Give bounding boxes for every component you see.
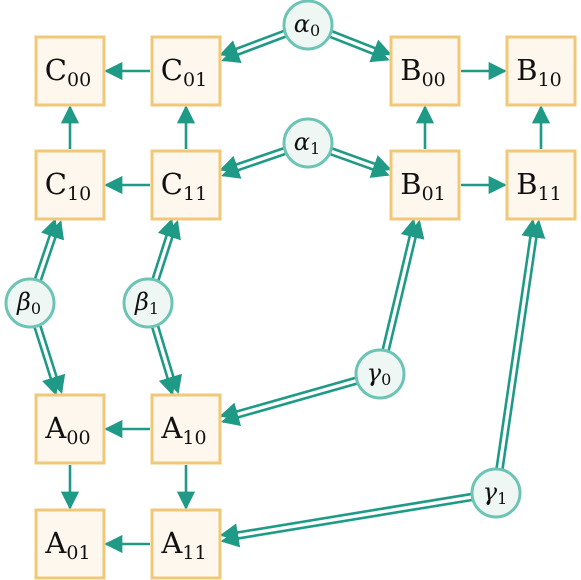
box-C00-label: C00 bbox=[45, 53, 91, 91]
node-alpha0-circle bbox=[282, 0, 334, 51]
box-C01-label: C01 bbox=[161, 53, 207, 91]
edge-alpha0-to-B00-1 bbox=[330, 29, 392, 57]
edge-gamma0-to-A10-1 bbox=[221, 382, 359, 426]
edge-gamma1-to-B11-1 bbox=[495, 218, 540, 470]
edge-beta1-to-C11-2 bbox=[156, 220, 181, 282]
box-C11: C11 bbox=[150, 149, 222, 221]
box-B11-label: B11 bbox=[516, 167, 562, 205]
box-B01: B01 bbox=[389, 149, 461, 221]
node-beta0: β0 bbox=[4, 277, 56, 329]
box-A11-label: A11 bbox=[160, 526, 206, 564]
node-alpha1-circle bbox=[282, 117, 334, 169]
box-A00-frame bbox=[34, 393, 106, 465]
edge-beta0-to-C10-2 bbox=[39, 220, 64, 282]
box-C01-frame bbox=[150, 35, 222, 107]
box-B01-frame bbox=[389, 149, 461, 221]
edge-gamma0-to-B01-1 bbox=[381, 218, 419, 351]
box-A10: A10 bbox=[150, 393, 222, 465]
box-B00: B00 bbox=[389, 35, 461, 107]
box-B10: B10 bbox=[505, 35, 577, 107]
box-A10-frame bbox=[150, 393, 222, 465]
box-B10-frame bbox=[505, 35, 577, 107]
node-alpha1: α1 bbox=[282, 117, 334, 169]
box-A11-frame bbox=[150, 508, 222, 580]
box-B11-frame bbox=[505, 149, 577, 221]
node-beta1: β1 bbox=[122, 277, 174, 329]
edge-gamma1-to-B11-2 bbox=[501, 219, 546, 470]
edge-alpha0-to-B00-2 bbox=[328, 35, 390, 63]
box-C00: C00 bbox=[34, 35, 106, 107]
node-alpha0: α0 bbox=[282, 0, 334, 51]
box-A00-label: A00 bbox=[44, 411, 90, 449]
box-C10: C10 bbox=[34, 149, 106, 221]
edge-gamma1-to-A11-1 bbox=[220, 498, 474, 548]
box-A01: A01 bbox=[34, 508, 106, 580]
node-gamma0-label: γ0 bbox=[367, 359, 392, 389]
edges-layer bbox=[33, 29, 551, 554]
edge-alpha1-to-C11-2 bbox=[219, 146, 285, 174]
box-C10-label: C10 bbox=[45, 167, 91, 205]
box-A01-frame bbox=[34, 508, 106, 580]
edge-alpha0-to-C01-2 bbox=[219, 29, 285, 58]
node-beta0-label: β0 bbox=[16, 288, 41, 318]
node-gamma0: γ0 bbox=[354, 348, 406, 400]
boxes-layer: C00 C01 B00 B10 C10 C11 B01 B11 A00 A10 A01 A11 bbox=[34, 35, 577, 580]
box-B00-label: B00 bbox=[400, 53, 446, 91]
node-gamma1-label: γ1 bbox=[483, 478, 508, 508]
box-B11: B11 bbox=[505, 149, 577, 221]
node-beta1-circle bbox=[122, 277, 174, 329]
box-B10-label: B10 bbox=[516, 53, 562, 91]
edge-alpha0-to-C01-1 bbox=[221, 35, 288, 63]
edge-gamma0-to-A10-2 bbox=[219, 376, 357, 421]
box-A10-label: A10 bbox=[160, 411, 206, 449]
node-alpha1-label: α1 bbox=[294, 128, 320, 158]
edge-gamma1-to-A11-2 bbox=[219, 492, 473, 542]
box-C00-frame bbox=[34, 35, 106, 107]
box-A01-label: A01 bbox=[44, 526, 90, 564]
node-beta0-circle bbox=[4, 277, 56, 329]
edge-gamma0-to-B01-2 bbox=[387, 219, 425, 352]
edge-beta0-to-A00-2 bbox=[33, 326, 60, 396]
node-gamma0-circle bbox=[354, 348, 406, 400]
node-beta1-label: β1 bbox=[134, 288, 159, 318]
edge-beta1-to-A10-2 bbox=[150, 326, 177, 396]
box-B01-label: B01 bbox=[400, 167, 446, 205]
nodes-layer: α0 α1 β0 β1 γ0 γ1 bbox=[4, 0, 522, 519]
edge-alpha1-to-B01-2 bbox=[329, 152, 390, 178]
box-C11-label: C11 bbox=[161, 167, 207, 205]
box-A00: A00 bbox=[34, 393, 106, 465]
box-B00-frame bbox=[389, 35, 461, 107]
node-gamma1: γ1 bbox=[470, 467, 522, 519]
box-C10-frame bbox=[34, 149, 106, 221]
box-C11-frame bbox=[150, 149, 222, 221]
box-C01: C01 bbox=[150, 35, 222, 107]
node-alpha0-label: α0 bbox=[294, 10, 320, 40]
node-gamma1-circle bbox=[470, 467, 522, 519]
box-A11: A11 bbox=[150, 508, 222, 580]
